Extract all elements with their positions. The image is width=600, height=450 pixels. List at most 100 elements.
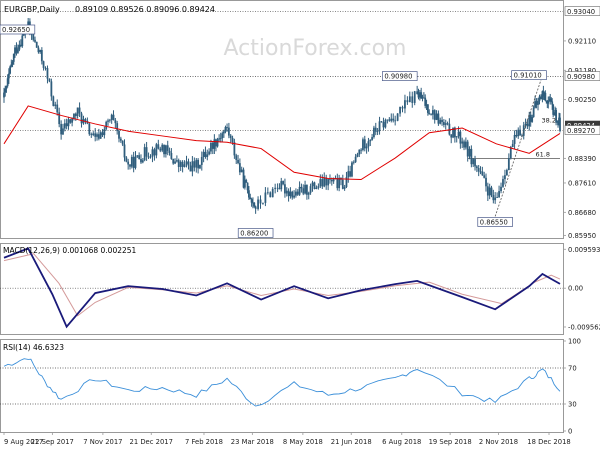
candle-body: [422, 97, 425, 99]
candle-body: [78, 107, 81, 114]
candle-body: [446, 123, 449, 125]
candle-body: [101, 132, 104, 136]
candle-body: [296, 191, 299, 195]
candle-body: [269, 192, 272, 198]
candle-body: [125, 157, 128, 162]
candle-body: [319, 179, 322, 187]
price-sma: [3, 105, 561, 181]
candle-body: [555, 109, 557, 123]
rsi-panel-frame: [0, 339, 564, 433]
candle-body: [172, 158, 175, 164]
candle-body: [11, 61, 14, 65]
candle-body: [540, 96, 542, 100]
candle-body: [141, 160, 144, 163]
candle-body: [417, 94, 420, 98]
candle-body: [280, 181, 283, 190]
candle-body: [274, 187, 277, 189]
candle-body: [321, 179, 324, 187]
candle-body: [325, 177, 328, 186]
candle-body: [110, 114, 113, 120]
candle-body: [76, 107, 79, 117]
candle-body: [195, 159, 198, 168]
candle-body: [336, 178, 339, 189]
candle-body: [129, 164, 131, 167]
candle-body: [293, 195, 295, 198]
candle-body: [421, 97, 424, 99]
macd-tick-label: -0.009562: [568, 323, 600, 331]
candle-body: [481, 171, 484, 176]
candle-body: [147, 156, 150, 158]
candle-body: [433, 110, 436, 120]
candle-body: [424, 97, 427, 106]
candle-body: [479, 171, 482, 173]
candle-body: [121, 140, 124, 145]
candle-body: [80, 113, 83, 124]
candle-body: [164, 145, 167, 155]
candle-body: [347, 171, 350, 178]
price-annotation-box: [511, 70, 547, 81]
price-tick-label: 0.85950: [568, 232, 596, 240]
candle-body: [240, 169, 243, 173]
candle-body: [486, 186, 489, 196]
candle-body: [418, 92, 421, 98]
candle-body: [185, 161, 188, 165]
candle-body: [453, 127, 456, 138]
candle-body: [369, 139, 372, 142]
price-panel-frame: [0, 0, 564, 239]
candle-body: [360, 149, 363, 151]
candle-body: [204, 151, 207, 157]
candle-body: [317, 186, 320, 188]
candle-body: [474, 159, 476, 167]
candle-body: [455, 136, 458, 138]
candle-body: [343, 187, 346, 189]
candle-body: [543, 92, 546, 97]
candle-body: [311, 182, 314, 187]
candle-body: [505, 169, 508, 176]
candle-body: [401, 106, 404, 109]
price-tick-label: 0.89270: [567, 127, 595, 135]
candle-body: [97, 134, 100, 139]
price-trendline: [494, 75, 543, 217]
macd-tick-label: 0.009593: [568, 246, 600, 254]
price-annotation-box: [382, 71, 418, 81]
header-symbol: EURGBP,Daily: [4, 5, 60, 14]
macd-content: 0.009593 0.00 -0.009562: [0, 246, 600, 331]
candle-body: [309, 186, 312, 193]
price-candles: [3, 17, 561, 214]
candle-body: [50, 81, 53, 97]
candle-body: [197, 159, 200, 169]
candle-body: [215, 139, 217, 147]
candle-body: [285, 190, 288, 194]
candle-body: [253, 202, 256, 207]
candle-body: [399, 106, 401, 114]
candle-body: [246, 182, 249, 191]
price-tick-label: 0.92110: [568, 37, 596, 45]
candle-body: [463, 141, 465, 148]
candle-body: [227, 127, 230, 136]
candle-body: [313, 182, 316, 189]
candle-body: [46, 68, 49, 79]
candle-body: [392, 118, 395, 121]
candle-body: [134, 156, 137, 168]
candle-body: [254, 206, 257, 209]
candle-body: [517, 129, 520, 137]
candle-body: [44, 67, 47, 69]
candle-body: [153, 149, 156, 156]
candle-body: [502, 179, 504, 187]
candle-body: [199, 164, 201, 169]
candle-body: [485, 177, 487, 187]
candle-body: [119, 138, 122, 141]
candle-body: [488, 187, 491, 196]
candle-body: [477, 168, 480, 172]
x-tick-label: 9 Aug 2017: [4, 438, 43, 446]
candle-body: [114, 120, 117, 124]
candle-body: [213, 139, 216, 149]
candle-body: [304, 184, 306, 194]
candle-body: [546, 101, 549, 104]
candle-body: [448, 123, 451, 135]
candle-body: [411, 96, 414, 103]
candle-body: [136, 155, 139, 157]
candle-body: [406, 100, 409, 103]
candle-body: [32, 34, 35, 40]
x-tick-label: 22 Sep 2017: [31, 438, 74, 446]
